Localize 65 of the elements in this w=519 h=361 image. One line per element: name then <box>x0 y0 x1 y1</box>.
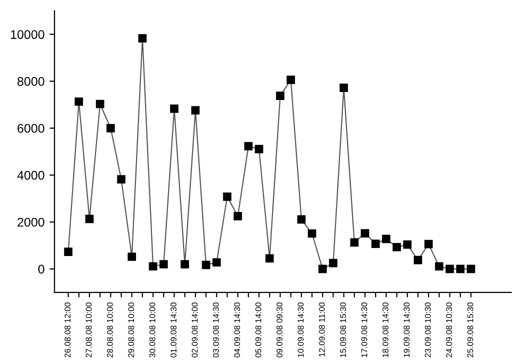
point <box>414 256 422 264</box>
point <box>446 264 454 274</box>
x-tick-label: 15.09.08 15:30 <box>340 302 346 358</box>
y-tick-label: 10000 <box>10 30 44 39</box>
point <box>234 212 242 220</box>
point <box>117 175 126 184</box>
x-tick-label: 01.09.08 14:30 <box>170 302 176 358</box>
point <box>180 260 189 268</box>
point <box>254 144 264 154</box>
point <box>424 240 433 248</box>
point <box>212 258 221 267</box>
point <box>308 229 316 238</box>
point <box>138 34 147 42</box>
x-tick-label: 29.08.08 10:00 <box>128 302 134 358</box>
x-tick-label: 28.08.08 10:00 <box>106 302 113 358</box>
point <box>350 238 359 247</box>
point <box>85 214 94 224</box>
point <box>403 240 412 249</box>
x-tick-label: 23.09.08 10:30 <box>424 302 431 358</box>
x-tick-label: 18.09.08 14:30 <box>382 302 388 358</box>
point <box>170 104 178 113</box>
x-tick-label: 09.09.08 09:30 <box>276 302 282 358</box>
point <box>74 97 84 106</box>
x-tick-label: 05.09.08 14:00 <box>255 302 262 358</box>
point <box>244 142 253 150</box>
point <box>265 254 274 263</box>
y-tick-label: 0 <box>38 264 44 274</box>
point <box>148 262 158 271</box>
point <box>329 258 338 268</box>
point <box>340 84 348 92</box>
x-tick-label: 30.08.08 10:00 <box>149 302 156 358</box>
y-tick-label: 8000 <box>18 77 44 86</box>
y-tick-label: 6000 <box>18 124 44 133</box>
point <box>318 264 327 274</box>
x-tick-label: 24.09.08 10:30 <box>446 302 452 358</box>
x-tick-label: 12.09.08 11:00 <box>318 302 325 356</box>
point <box>434 262 444 271</box>
y-tick-label: 4000 <box>17 170 44 180</box>
x-tick-label: 27.08.08 10:00 <box>86 302 92 358</box>
point <box>128 252 136 261</box>
point <box>96 100 104 108</box>
point <box>297 215 306 224</box>
point <box>392 242 401 252</box>
x-tick-label: 25.09.08 15:30 <box>467 302 474 358</box>
point <box>456 264 465 274</box>
point <box>276 92 284 100</box>
x-tick-label: 19.09.08 14:30 <box>404 302 410 358</box>
x-tick-label: 04.09.08 14:30 <box>234 302 240 358</box>
x-tick-label: 17.09.08 14:30 <box>361 302 368 358</box>
y-tick-label: 2000 <box>18 218 44 227</box>
point <box>159 260 168 268</box>
point <box>191 106 200 114</box>
point <box>64 248 72 256</box>
point <box>466 264 476 274</box>
x-tick-label: 26.08.08 12:00 <box>64 302 71 358</box>
point <box>202 260 210 270</box>
point <box>360 229 370 238</box>
point <box>106 124 115 132</box>
point <box>382 234 390 244</box>
point <box>286 76 295 84</box>
x-tick-label: 10.09.08 14:30 <box>298 302 304 358</box>
point <box>371 240 380 248</box>
x-tick-label: 03.09.08 14:30 <box>212 302 219 358</box>
point <box>223 192 232 201</box>
x-tick-label: 02.09.08 14:00 <box>192 302 198 358</box>
